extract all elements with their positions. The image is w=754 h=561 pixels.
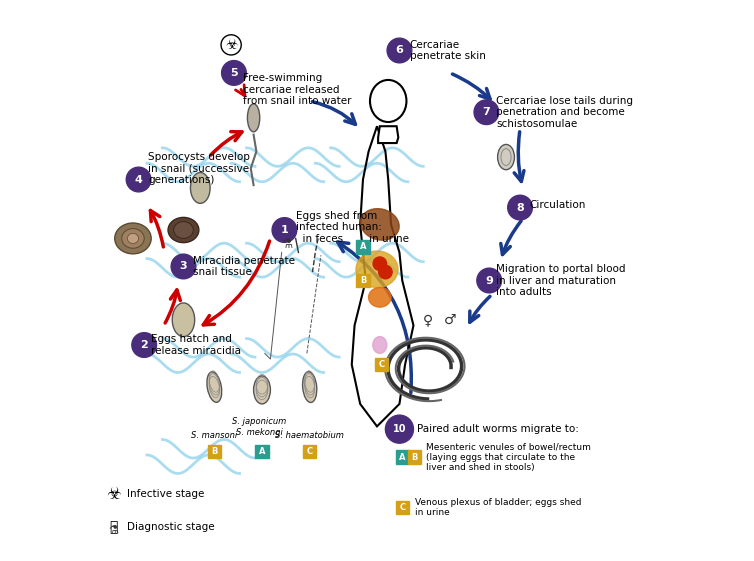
Circle shape: [385, 415, 413, 443]
Ellipse shape: [191, 172, 210, 204]
Circle shape: [477, 268, 501, 293]
Text: ♀: ♀: [422, 313, 433, 327]
Text: 2: 2: [140, 340, 148, 350]
Ellipse shape: [168, 218, 199, 242]
Text: Free-swimming
cercariae released
from snail into water: Free-swimming cercariae released from sn…: [244, 73, 352, 106]
Text: B: B: [360, 276, 366, 285]
Text: 🔬: 🔬: [109, 521, 118, 534]
Text: C: C: [399, 503, 406, 512]
Text: Sporocysts develop
in snail (successive
generations): Sporocysts develop in snail (successive …: [148, 151, 250, 185]
Circle shape: [387, 38, 412, 63]
FancyArrowPatch shape: [235, 85, 245, 96]
Ellipse shape: [253, 376, 271, 404]
Text: Paired adult worms migrate to:: Paired adult worms migrate to:: [418, 424, 579, 434]
Text: S. japonicum
S. mekongi: S. japonicum S. mekongi: [232, 417, 287, 437]
Text: ♂: ♂: [443, 313, 456, 327]
Text: 8: 8: [516, 203, 524, 213]
Text: ☣: ☣: [225, 38, 238, 52]
FancyBboxPatch shape: [375, 358, 388, 371]
Text: Eggs hatch and
release miracidia: Eggs hatch and release miracidia: [152, 334, 241, 356]
Circle shape: [272, 218, 297, 242]
Text: Mesenteric venules of bowel/rectum
(laying eggs that circulate to the
liver and : Mesenteric venules of bowel/rectum (layi…: [426, 442, 590, 472]
FancyArrowPatch shape: [210, 132, 242, 155]
Ellipse shape: [498, 145, 514, 170]
Text: A: A: [259, 447, 265, 456]
FancyArrowPatch shape: [150, 210, 164, 247]
FancyArrowPatch shape: [312, 102, 355, 125]
Text: S. haematobium: S. haematobium: [275, 431, 344, 440]
Ellipse shape: [207, 372, 222, 402]
Text: Cercariae
penetrate skin: Cercariae penetrate skin: [409, 40, 486, 61]
Ellipse shape: [127, 233, 139, 243]
Text: Infective stage: Infective stage: [127, 489, 205, 499]
FancyBboxPatch shape: [207, 445, 221, 458]
Text: Diagnostic stage: Diagnostic stage: [127, 522, 215, 532]
Text: 7: 7: [483, 107, 490, 117]
Text: C: C: [379, 360, 385, 369]
Ellipse shape: [121, 229, 144, 248]
Circle shape: [474, 100, 498, 125]
Polygon shape: [378, 126, 398, 143]
FancyArrowPatch shape: [501, 221, 521, 255]
Text: 5: 5: [230, 68, 238, 78]
FancyArrowPatch shape: [470, 296, 490, 322]
Circle shape: [222, 61, 247, 85]
Text: A: A: [360, 242, 366, 251]
Circle shape: [373, 257, 387, 270]
Text: A: A: [399, 453, 406, 462]
Text: Circulation: Circulation: [529, 200, 586, 210]
Ellipse shape: [369, 288, 391, 307]
FancyBboxPatch shape: [396, 450, 409, 464]
Text: B: B: [412, 453, 418, 462]
Text: Eggs shed from
infected human:
  in feces        in urine: Eggs shed from infected human: in feces …: [296, 210, 409, 244]
Ellipse shape: [115, 223, 152, 254]
Text: S. mansoni: S. mansoni: [192, 431, 238, 440]
Ellipse shape: [372, 337, 387, 353]
Text: ☣: ☣: [106, 485, 121, 503]
FancyBboxPatch shape: [303, 445, 317, 458]
Text: Migration to portal blood
in liver and maturation
into adults: Migration to portal blood in liver and m…: [496, 264, 625, 297]
Ellipse shape: [360, 209, 399, 240]
Text: B: B: [211, 447, 217, 456]
FancyArrowPatch shape: [452, 74, 490, 99]
Ellipse shape: [247, 104, 259, 132]
FancyArrowPatch shape: [165, 290, 180, 323]
Text: 3: 3: [179, 261, 187, 272]
FancyBboxPatch shape: [396, 501, 409, 514]
FancyBboxPatch shape: [256, 445, 268, 458]
Text: 10: 10: [393, 424, 406, 434]
Ellipse shape: [356, 251, 398, 287]
Text: Miracidia penetrate
snail tissue: Miracidia penetrate snail tissue: [193, 256, 295, 277]
Text: ⚗: ⚗: [109, 525, 118, 535]
Text: 9: 9: [486, 275, 493, 286]
Circle shape: [132, 333, 157, 357]
Text: ⚗: ⚗: [281, 237, 293, 251]
Ellipse shape: [172, 303, 195, 337]
Circle shape: [507, 195, 532, 220]
FancyBboxPatch shape: [356, 274, 369, 287]
Circle shape: [379, 265, 392, 279]
FancyBboxPatch shape: [356, 240, 369, 254]
Text: C: C: [307, 447, 313, 456]
Ellipse shape: [173, 222, 193, 238]
Text: Cercariae lose tails during
penetration and become
schistosomulae: Cercariae lose tails during penetration …: [496, 95, 633, 129]
FancyArrowPatch shape: [338, 242, 412, 393]
Text: 4: 4: [135, 174, 143, 185]
Text: Venous plexus of bladder; eggs shed
in urine: Venous plexus of bladder; eggs shed in u…: [415, 498, 581, 517]
FancyArrowPatch shape: [514, 132, 524, 181]
Circle shape: [171, 254, 196, 279]
Text: 6: 6: [396, 45, 403, 56]
Ellipse shape: [302, 372, 317, 402]
Text: 1: 1: [280, 225, 288, 235]
FancyBboxPatch shape: [408, 450, 421, 464]
FancyArrowPatch shape: [204, 241, 270, 325]
Circle shape: [126, 167, 151, 192]
